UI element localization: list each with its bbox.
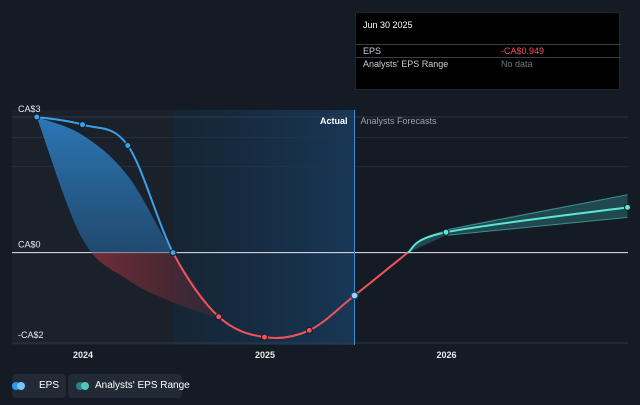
- y-tick-label: CA$3: [18, 104, 41, 114]
- eps-legend-icon: [12, 382, 27, 390]
- eps-data-point: [33, 113, 41, 121]
- forecast-line: [407, 206, 628, 254]
- tooltip-row-value: No data: [501, 59, 533, 69]
- eps-line-negative: [171, 252, 409, 339]
- eps-data-point: [215, 313, 223, 321]
- y-tick-label: CA$0: [18, 240, 41, 250]
- historical-range-area-negative: [91, 252, 219, 319]
- legend-label: EPS: [39, 380, 60, 391]
- forecast-label: Analysts Forecasts: [361, 116, 438, 126]
- actual-label: Actual: [320, 116, 348, 126]
- forecast-range-area: [407, 194, 628, 253]
- historical-range-area-positive: [36, 117, 174, 253]
- eps-data-point: [305, 326, 313, 334]
- forecast-range-high-line: [445, 194, 628, 231]
- tooltip-row-label: EPS: [363, 46, 382, 56]
- tooltip-row-range: Analysts' EPS Range No data: [356, 57, 621, 70]
- eps-data-point: [124, 141, 132, 149]
- eps-data-point: [350, 291, 359, 300]
- tooltip-row-value: -CA$0.949: [501, 46, 545, 56]
- eps-data-point: [169, 249, 177, 257]
- x-tick-label: 2025: [255, 350, 275, 360]
- range-legend-icon: [76, 382, 91, 390]
- legend-item-eps[interactable]: EPS: [12, 374, 66, 398]
- forecast-data-point: [624, 203, 632, 211]
- eps-line-positive: [36, 116, 408, 253]
- legend-item-analysts-eps-range[interactable]: Analysts' EPS Range: [68, 374, 190, 398]
- forecast-range-low-line: [445, 216, 628, 236]
- legend-label: Analysts' EPS Range: [95, 380, 190, 391]
- eps-data-point: [261, 333, 269, 341]
- tooltip-row-eps: EPS -CA$0.949: [356, 44, 621, 57]
- x-tick-label: 2026: [436, 350, 456, 360]
- tooltip-date: Jun 30 2025: [363, 20, 413, 30]
- tooltip-row-label: Analysts' EPS Range: [363, 59, 449, 69]
- forecast-data-point: [442, 228, 450, 236]
- eps-data-point: [79, 121, 87, 129]
- tooltip: Jun 30 2025 EPS -CA$0.949 Analysts' EPS …: [355, 12, 621, 90]
- x-tick-label: 2024: [73, 350, 93, 360]
- y-tick-label: -CA$2: [18, 330, 44, 340]
